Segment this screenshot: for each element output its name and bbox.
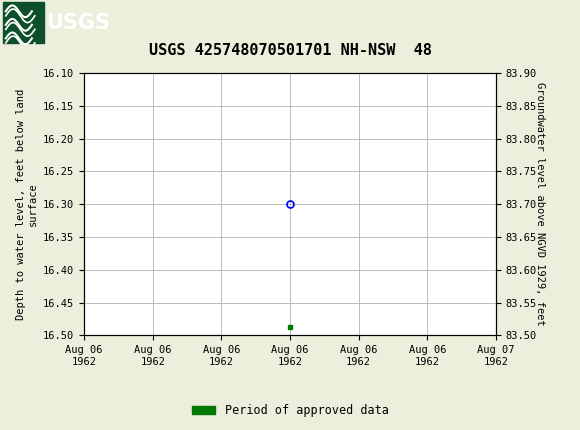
Legend: Period of approved data: Period of approved data [187, 399, 393, 422]
Text: USGS 425748070501701 NH-NSW  48: USGS 425748070501701 NH-NSW 48 [148, 43, 432, 58]
Y-axis label: Groundwater level above NGVD 1929, feet: Groundwater level above NGVD 1929, feet [535, 83, 545, 326]
Bar [3, 2, 43, 43]
Y-axis label: Depth to water level, feet below land
surface: Depth to water level, feet below land su… [16, 89, 38, 320]
Text: USGS: USGS [46, 12, 110, 33]
